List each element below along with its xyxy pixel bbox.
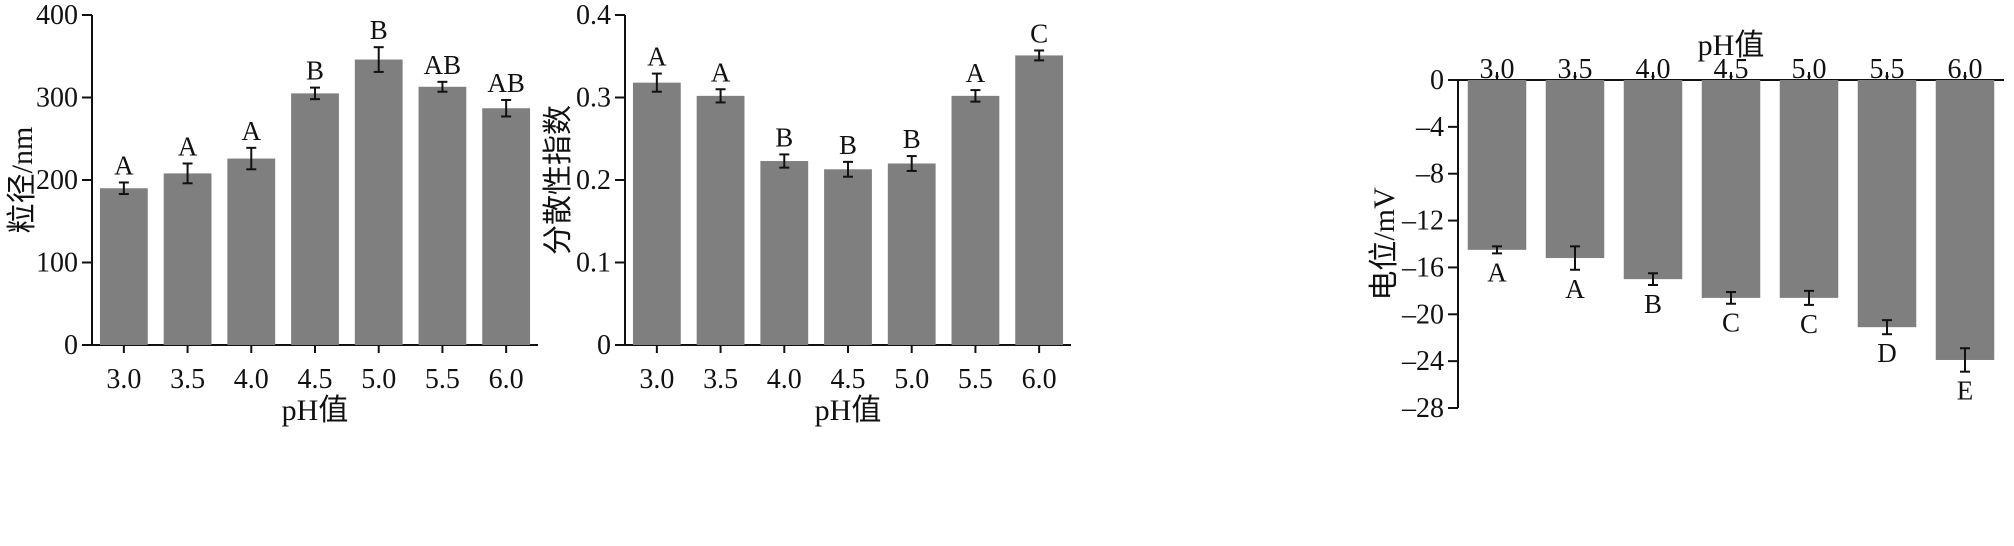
x-tick-label: 6.0 — [489, 364, 524, 395]
x-tick-label: 5.0 — [1792, 54, 1827, 85]
significance-letter: B — [306, 56, 324, 86]
significance-letter: B — [775, 122, 793, 152]
bar — [1015, 55, 1064, 346]
significance-letter: C — [1030, 18, 1048, 48]
x-tick-label: 3.0 — [1480, 54, 1515, 85]
significance-letter: B — [839, 130, 857, 160]
x-tick-label: 3.5 — [1558, 54, 1593, 85]
significance-letter: A — [647, 42, 667, 72]
bar — [1779, 80, 1839, 298]
y-tick-label: –28 — [1401, 393, 1444, 424]
x-tick-label: 4.0 — [234, 364, 269, 395]
bar — [824, 169, 872, 345]
bar — [482, 108, 531, 345]
significance-letter: AB — [487, 68, 525, 98]
bar — [418, 86, 467, 346]
significance-letter: A — [114, 150, 134, 180]
y-tick-label: 0.2 — [576, 165, 611, 196]
y-tick-label: 100 — [36, 248, 78, 279]
x-tick-label: 5.5 — [425, 364, 460, 395]
x-tick-label: 4.5 — [298, 364, 333, 395]
bar — [354, 59, 403, 346]
y-tick-label: 0.4 — [576, 0, 611, 31]
x-tick-label: 4.0 — [767, 364, 802, 395]
bar — [291, 93, 339, 345]
x-tick-label: 3.0 — [639, 364, 674, 395]
y-tick-label: –8 — [1415, 159, 1444, 190]
x-axis-title: pH值 — [815, 394, 882, 427]
x-tick-label: 5.0 — [361, 364, 396, 395]
x-tick-label: 6.0 — [1022, 364, 1057, 395]
significance-letter: A — [178, 132, 198, 162]
significance-letter: B — [903, 124, 921, 154]
x-tick-label: 5.5 — [1870, 54, 1905, 85]
bar — [163, 173, 212, 345]
significance-letter: A — [711, 57, 731, 87]
bar — [1467, 80, 1527, 250]
bar — [951, 95, 1000, 345]
y-tick-label: 0.1 — [576, 248, 611, 279]
bar — [1857, 80, 1917, 328]
significance-letter: B — [370, 15, 388, 45]
x-tick-label: 5.5 — [958, 364, 993, 395]
bar — [99, 188, 148, 345]
y-tick-label: –4 — [1415, 112, 1444, 143]
bar — [227, 158, 276, 345]
y-tick-label: 0 — [1430, 65, 1444, 96]
x-tick-label: 3.5 — [170, 364, 205, 395]
significance-letter: B — [1644, 289, 1662, 319]
y-axis-title: 电位/mV — [1368, 187, 1401, 301]
x-tick-label: 6.0 — [1948, 54, 1983, 85]
significance-letter: D — [1877, 338, 1897, 368]
y-tick-label: 300 — [36, 83, 78, 114]
y-axis-title: 粒径/nm — [6, 127, 39, 234]
x-tick-label: 5.0 — [894, 364, 929, 395]
y-tick-label: –16 — [1401, 252, 1444, 283]
x-tick-label: 4.5 — [831, 364, 866, 395]
x-tick-label: 3.5 — [703, 364, 738, 395]
significance-letter: A — [966, 58, 986, 88]
y-tick-label: –24 — [1401, 346, 1444, 377]
y-tick-label: 0.3 — [576, 83, 611, 114]
x-axis-title: pH值 — [1698, 29, 1765, 62]
bar — [1701, 80, 1761, 298]
significance-letter: E — [1957, 376, 1974, 406]
x-axis-title: pH值 — [282, 394, 349, 427]
bar — [1545, 80, 1605, 259]
significance-letter: A — [242, 116, 262, 146]
bar — [696, 95, 745, 345]
bar — [1623, 80, 1683, 280]
x-tick-label: 3.0 — [106, 364, 141, 395]
significance-letter: A — [1565, 274, 1585, 304]
bar — [760, 161, 809, 345]
y-axis-title: 分散性指数 — [542, 105, 575, 255]
bar — [632, 82, 681, 346]
x-tick-label: 4.0 — [1636, 54, 1671, 85]
significance-letter: A — [1487, 257, 1507, 287]
x-tick-label: 4.5 — [1714, 54, 1749, 85]
y-tick-label: –12 — [1401, 206, 1444, 237]
y-tick-label: 200 — [36, 165, 78, 196]
significance-letter: AB — [424, 50, 462, 80]
y-tick-label: 400 — [36, 0, 78, 31]
significance-letter: C — [1722, 308, 1740, 338]
y-tick-label: 0 — [597, 330, 611, 361]
significance-letter: C — [1800, 309, 1818, 339]
y-tick-label: 0 — [64, 330, 78, 361]
bar — [1935, 80, 1995, 360]
bar — [887, 163, 936, 345]
y-tick-label: –20 — [1401, 299, 1444, 330]
